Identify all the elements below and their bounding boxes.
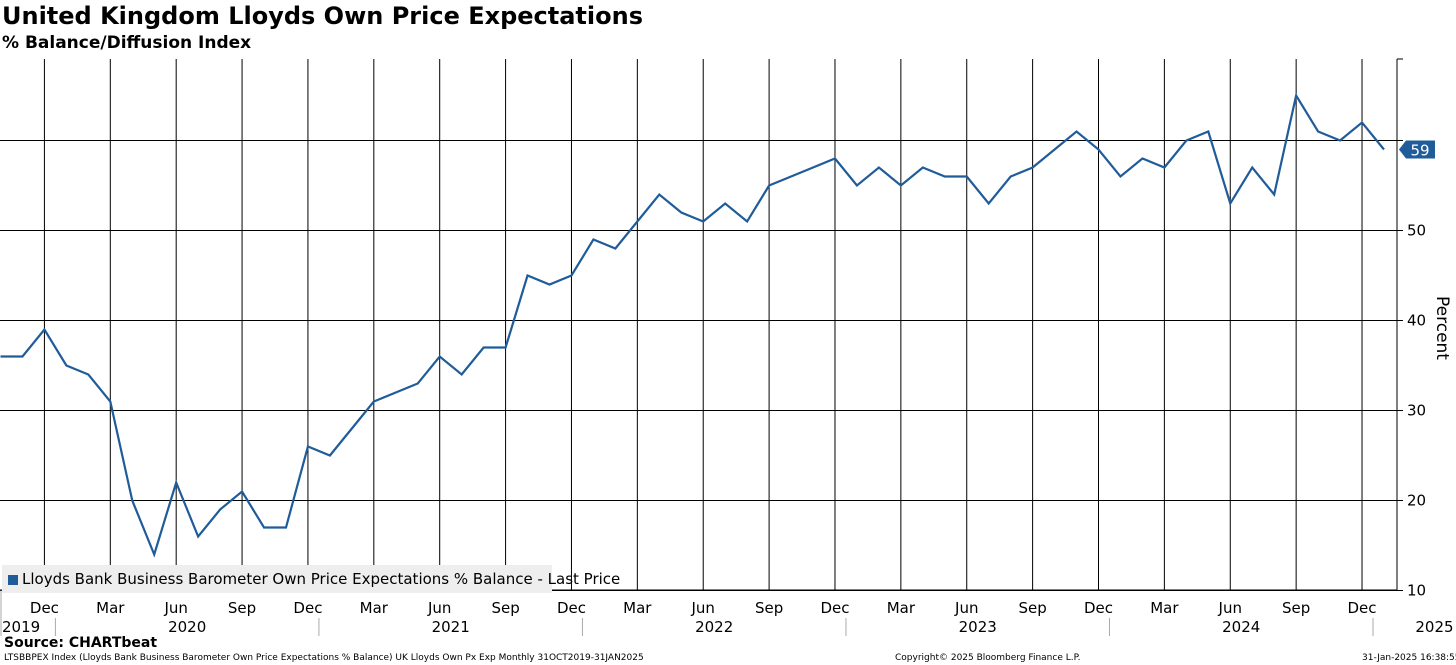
y-tick-label: 10	[1407, 582, 1426, 600]
x-tick-label: Mar	[96, 599, 125, 617]
x-tick-label: Mar	[1150, 599, 1179, 617]
x-tick-label: Dec	[30, 599, 59, 617]
y-tick-label: 20	[1407, 492, 1426, 510]
x-year-label: 2025	[1415, 618, 1453, 636]
vertical-gridlines	[43, 59, 1363, 590]
x-tick-label: Sep	[491, 599, 519, 617]
x-tick-label: Sep	[755, 599, 783, 617]
legend-label: Lloyds Bank Business Barometer Own Price…	[22, 570, 621, 588]
series-line	[0, 92, 1385, 558]
x-tick-label: Jun	[427, 599, 451, 617]
last-value-marker: 59	[1399, 140, 1435, 160]
copyright-note: Copyright© 2025 Bloomberg Finance L.P.	[895, 653, 1081, 663]
x-tick-label: Jun	[691, 599, 715, 617]
x-year-label: 2022	[695, 618, 733, 636]
chart-title: United Kingdom Lloyds Own Price Expectat…	[2, 2, 643, 30]
x-tick-label: Sep	[1018, 599, 1046, 617]
x-tick-label: Dec	[557, 599, 586, 617]
last-value-label: 59	[1410, 142, 1429, 160]
x-tick-label: Jun	[1218, 599, 1242, 617]
x-tick-label: Dec	[1084, 599, 1113, 617]
x-year-label: 2021	[432, 618, 470, 636]
x-tick-label: Sep	[228, 599, 256, 617]
y-tick-label: 30	[1407, 402, 1426, 420]
x-tick-label: Mar	[887, 599, 916, 617]
axes	[0, 58, 1403, 636]
x-tick-label: Mar	[623, 599, 652, 617]
x-tick-label: Dec	[1348, 599, 1377, 617]
legend-swatch	[8, 574, 18, 585]
chart-subtitle: % Balance/Diffusion Index	[2, 33, 252, 53]
source-note: Source: CHARTbeat	[4, 635, 158, 651]
x-tick-label: Dec	[820, 599, 849, 617]
x-year-label: 2023	[959, 618, 997, 636]
x-tick-label: Jun	[954, 599, 978, 617]
x-year-label: 2019	[2, 618, 40, 636]
y-axis-title: Percent	[1432, 296, 1452, 360]
x-year-label: 2020	[168, 618, 206, 636]
x-axis-labels: Dec Mar Jun Sep Dec Mar Jun Sep Dec Mar Jun Sep Dec M…	[2, 599, 1454, 636]
last-value-flag	[1399, 140, 1435, 159]
x-tick-label: Dec	[293, 599, 322, 617]
legend: Lloyds Bank Business Barometer Own Price…	[2, 565, 620, 593]
x-tick-label: Sep	[1282, 599, 1310, 617]
y-tick-label: 50	[1407, 222, 1426, 240]
y-axis-labels: 10 20 30 40 50	[1407, 222, 1426, 600]
x-year-label: 2024	[1222, 618, 1260, 636]
x-tick-label: Jun	[163, 599, 187, 617]
timestamp-note: 31-Jan-2025 16:38:55	[1362, 653, 1456, 663]
x-tick-label: Mar	[360, 599, 389, 617]
y-tick-label: 40	[1407, 312, 1426, 330]
ticker-note: LTSBBPEX Index (Lloyds Bank Business Bar…	[4, 653, 644, 663]
